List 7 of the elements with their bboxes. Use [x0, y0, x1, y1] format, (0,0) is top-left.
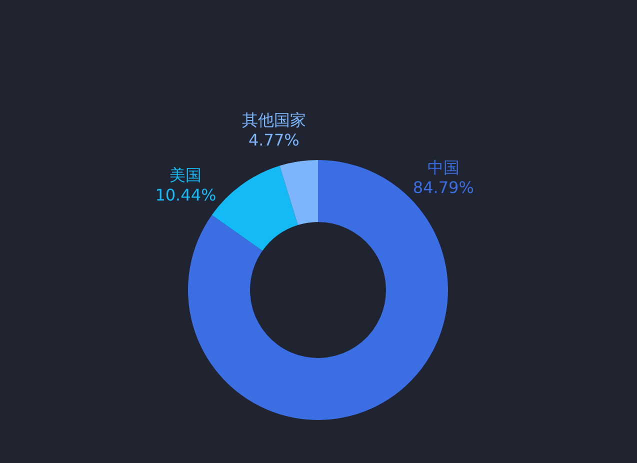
data-label: 84.79%: [412, 178, 474, 197]
slice-label: 中国: [427, 158, 460, 177]
data-label: 4.77%: [248, 130, 300, 150]
data-label: 10.44%: [155, 185, 216, 204]
donut-slice: [280, 160, 318, 226]
slice-label: 美国: [170, 165, 202, 184]
slice-label: 其他国家: [242, 110, 306, 130]
